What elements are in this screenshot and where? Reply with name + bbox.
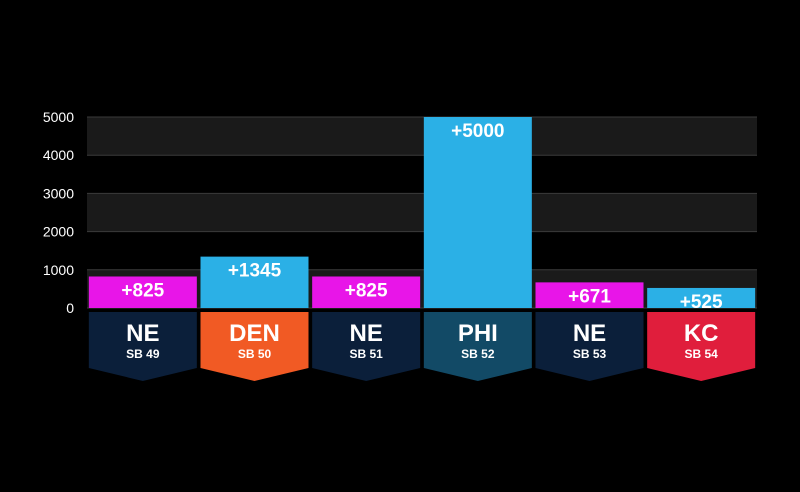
bar-value-label: +825 xyxy=(345,280,388,301)
team-tag xyxy=(535,312,644,381)
super-bowl-label: SB 51 xyxy=(349,347,383,361)
bar-value-label: +5000 xyxy=(451,121,504,142)
bar xyxy=(647,287,756,308)
super-bowl-label: SB 53 xyxy=(573,347,607,361)
team-tag xyxy=(200,312,309,381)
team-abbrev: KC xyxy=(684,320,719,347)
y-axis: 0 1000 2000 3000 4000 5000 xyxy=(43,109,74,316)
bars: +825 +1345 +825 +5000 +671 +525 xyxy=(88,117,756,313)
grid-band xyxy=(87,269,757,308)
team-abbrev: NE xyxy=(573,320,606,347)
y-tick-label: 1000 xyxy=(43,262,74,278)
grid-band xyxy=(87,117,757,156)
super-bowl-label: SB 49 xyxy=(126,347,160,361)
team-abbrev: DEN xyxy=(229,320,280,347)
bar xyxy=(88,276,197,308)
super-bowl-label: SB 52 xyxy=(461,347,495,361)
bar-value-label: +671 xyxy=(568,286,611,307)
y-tick-label: 3000 xyxy=(43,185,74,201)
bar xyxy=(535,282,644,308)
team-tag xyxy=(647,312,756,381)
team-tag xyxy=(423,312,532,381)
y-tick-label: 2000 xyxy=(43,224,74,240)
team-abbrev: NE xyxy=(349,320,382,347)
bar xyxy=(423,117,532,308)
y-tick-label: 4000 xyxy=(43,147,74,163)
super-bowl-label: SB 54 xyxy=(684,347,718,361)
y-tick-label: 0 xyxy=(66,300,74,316)
y-tick-label: 5000 xyxy=(43,109,74,125)
bar xyxy=(312,276,421,308)
plot-background xyxy=(87,116,757,309)
team-abbrev: NE xyxy=(126,320,159,347)
bar-value-label: +825 xyxy=(121,280,164,301)
bar-value-label: +1345 xyxy=(228,261,282,282)
team-abbrev: PHI xyxy=(458,320,498,347)
grid-band xyxy=(87,155,757,194)
super-bowl-label: SB 50 xyxy=(238,347,272,361)
bar-value-label: +525 xyxy=(680,292,723,313)
grid-band xyxy=(87,193,757,232)
grid-band xyxy=(87,231,757,270)
bar xyxy=(200,256,309,308)
team-tag xyxy=(312,312,421,381)
team-tag xyxy=(88,312,197,381)
